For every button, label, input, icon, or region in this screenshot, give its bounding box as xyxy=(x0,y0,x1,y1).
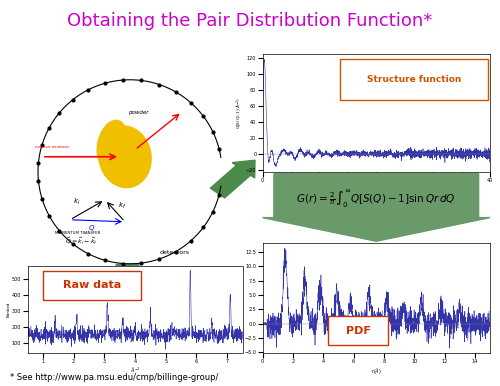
Text: Obtaining the Pair Distribution Function*: Obtaining the Pair Distribution Function… xyxy=(68,12,432,30)
Text: $G(r)=\frac{2}{\pi}\int_0^\infty Q[S(Q)-1]\sin Qr\,dQ$: $G(r)=\frac{2}{\pi}\int_0^\infty Q[S(Q)-… xyxy=(296,188,456,210)
Text: Raw data: Raw data xyxy=(63,281,121,290)
X-axis label: r($\AA$): r($\AA$) xyxy=(371,366,382,376)
Text: * See http://www.pa.msu.edu/cmp/billinge-group/: * See http://www.pa.msu.edu/cmp/billinge… xyxy=(10,373,218,382)
Text: MOMENTUM TRANSFER: MOMENTUM TRANSFER xyxy=(55,231,100,235)
Text: detectors: detectors xyxy=(160,250,190,255)
Text: $k_f$: $k_f$ xyxy=(118,201,126,211)
FancyArrow shape xyxy=(110,264,145,297)
FancyArrow shape xyxy=(262,174,490,241)
FancyBboxPatch shape xyxy=(340,59,488,100)
Y-axis label: Q[S(Q)-1]($\AA^{-2}$): Q[S(Q)-1]($\AA^{-2}$) xyxy=(236,97,244,129)
Text: $\vec{Q}=\vec{k}_i-\vec{k}_f$: $\vec{Q}=\vec{k}_i-\vec{k}_f$ xyxy=(65,235,98,247)
Text: powder: powder xyxy=(128,110,148,115)
Text: PDF: PDF xyxy=(346,326,370,336)
X-axis label: $\AA^{-1}$: $\AA^{-1}$ xyxy=(130,366,140,375)
Text: neutron neutrons: neutron neutrons xyxy=(35,145,69,149)
Text: Structure function: Structure function xyxy=(366,75,461,84)
FancyArrow shape xyxy=(210,160,255,198)
Text: $k_i$: $k_i$ xyxy=(73,197,80,207)
Text: $Q$: $Q$ xyxy=(88,223,95,233)
Ellipse shape xyxy=(97,120,127,167)
Y-axis label: Banked: Banked xyxy=(6,302,10,317)
FancyBboxPatch shape xyxy=(42,271,141,300)
FancyBboxPatch shape xyxy=(328,316,388,345)
Y-axis label: G(r)($\AA^{-2}$): G(r)($\AA^{-2}$) xyxy=(234,288,243,308)
Ellipse shape xyxy=(99,126,151,188)
